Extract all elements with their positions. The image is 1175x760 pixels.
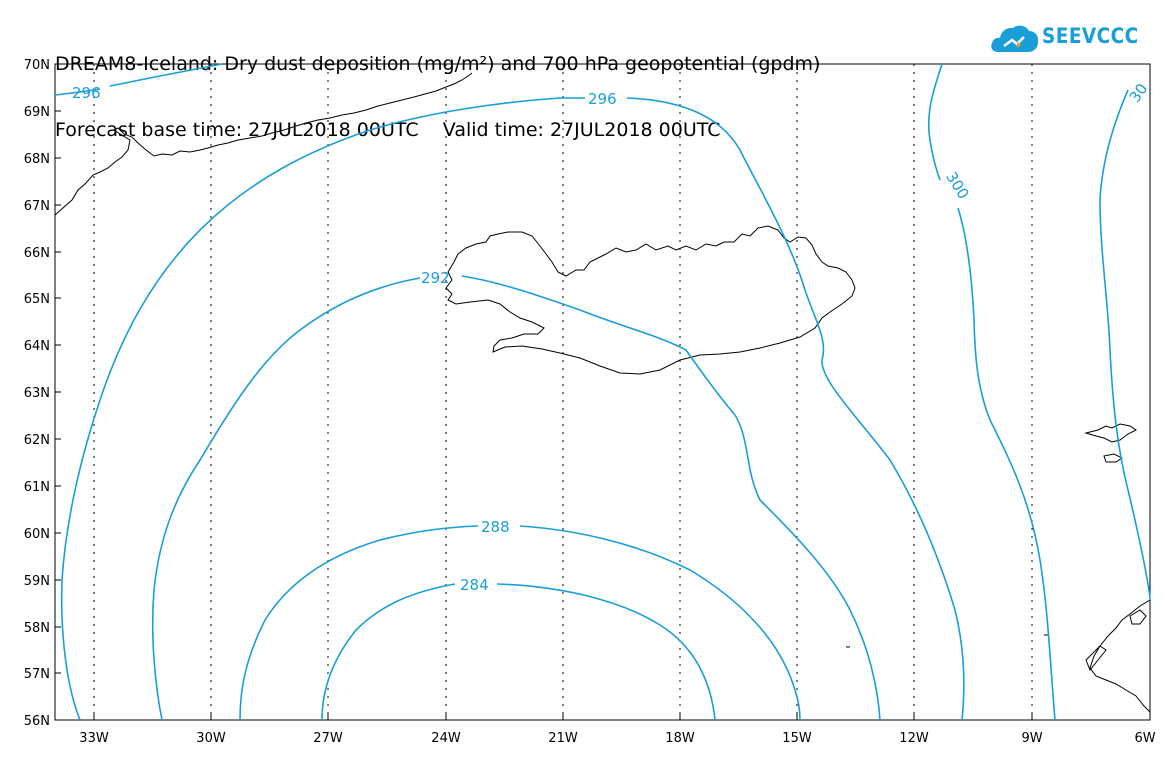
lon-label: 27W (313, 731, 343, 746)
scotland-coast (1089, 599, 1151, 713)
contour-296-greenland (109, 63, 223, 87)
lat-label: 70N (24, 58, 50, 73)
contour-284 (496, 583, 716, 721)
faroe-islands-coast-2 (1103, 453, 1123, 463)
contour-288 (239, 525, 479, 721)
meridian-gridlines (93, 64, 1033, 720)
lat-label: 58N (24, 621, 50, 636)
title-line-2: Forecast base time: 27JUL2018 00UTC Vali… (55, 119, 721, 141)
geopotential-contours (54, 63, 1151, 721)
contour-label-296: 296 (72, 84, 101, 102)
contour-labels: 296 296 300 30 292 288 284 (72, 80, 1151, 594)
lat-label: 68N (24, 152, 50, 167)
axis-ticks (55, 63, 1033, 720)
contour-296 (626, 97, 965, 721)
logo-text: SEEVCCC (1042, 24, 1139, 48)
contour-300 (928, 63, 943, 181)
contour-label-284: 284 (460, 576, 489, 594)
lon-label: 18W (665, 731, 695, 746)
contour-284 (321, 583, 456, 721)
lon-label: 15W (782, 731, 812, 746)
iceland-coast (445, 225, 856, 375)
lon-label: 30W (196, 731, 226, 746)
lat-label: 63N (24, 386, 50, 401)
contour-30x (1099, 89, 1151, 601)
lat-label: 69N (24, 105, 50, 120)
lon-label: 33W (79, 731, 109, 746)
lat-label: 66N (24, 246, 50, 261)
faroe-islands-coast (1084, 423, 1137, 443)
hebrides-coast (1085, 645, 1107, 671)
longitude-labels: 33W 30W 27W 24W 21W 18W 15W 12W 9W 6W (79, 731, 1155, 746)
coastlines (54, 72, 1151, 713)
contour-label-296: 296 (588, 90, 617, 108)
lon-label: 12W (899, 731, 929, 746)
shetland-coast (1129, 609, 1147, 625)
contour-292 (461, 275, 881, 721)
contour-300 (957, 207, 1056, 721)
contour-296-greenland (54, 88, 101, 96)
contour-label-30x: 30 (1126, 80, 1152, 106)
contour-288 (519, 525, 801, 721)
contour-label-300: 300 (942, 169, 972, 203)
lat-label: 62N (24, 433, 50, 448)
lat-label: 57N (24, 667, 50, 682)
seevccc-logo: SEEVCCC (990, 22, 1160, 58)
lon-label: 24W (431, 731, 461, 746)
lon-label: 9W (1021, 731, 1042, 746)
lat-label: 60N (24, 527, 50, 542)
greenland-coast (54, 72, 473, 216)
contour-292 (151, 277, 421, 721)
lat-label: 67N (24, 199, 50, 214)
lon-label: 6W (1134, 731, 1155, 746)
cloud-icon (991, 25, 1039, 52)
lon-label: 21W (548, 731, 578, 746)
lat-label: 56N (24, 714, 50, 729)
map-frame (54, 63, 1151, 721)
lat-label: 59N (24, 574, 50, 589)
lat-label: 64N (24, 339, 50, 354)
lat-label: 65N (24, 292, 50, 307)
lat-label: 61N (24, 480, 50, 495)
contour-296 (60, 97, 585, 721)
latitude-labels: 70N 69N 68N 67N 66N 65N 64N 63N 62N 61N … (24, 58, 50, 729)
contour-label-292: 292 (421, 269, 450, 287)
contour-label-288: 288 (481, 518, 510, 536)
